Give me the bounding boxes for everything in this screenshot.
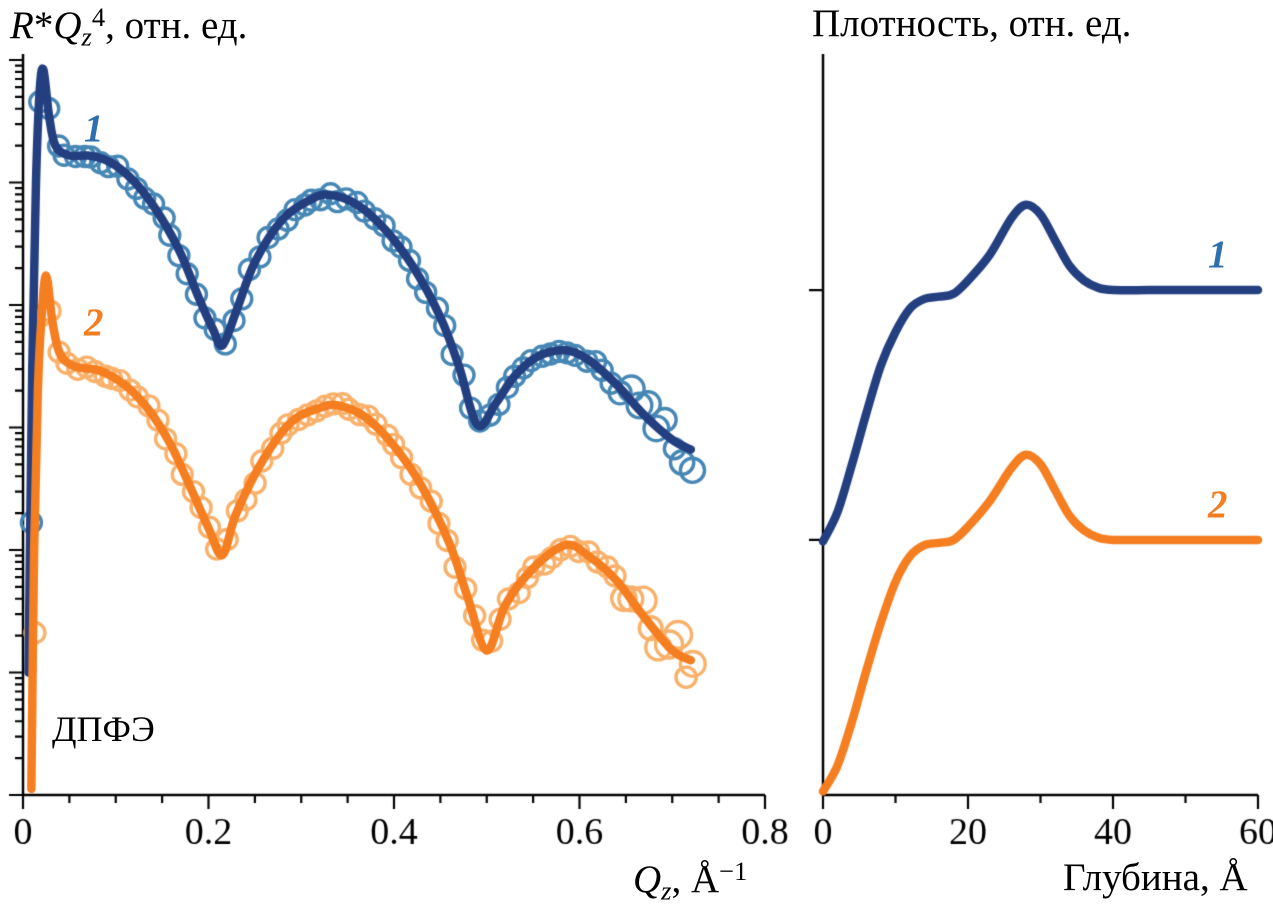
y-title-Q: Q <box>53 3 82 47</box>
y-title-sub-z: z <box>81 21 92 52</box>
x-title-sup-minus1: −1 <box>719 856 748 886</box>
x-title-units: , Å <box>671 857 720 901</box>
right-curve-1-label: 1 <box>1208 233 1228 276</box>
left-curve-2-label: 2 <box>84 301 104 344</box>
y-title-units: , отн. ед. <box>105 3 248 47</box>
left-curve-1-label: 1 <box>84 107 104 150</box>
left-panel-y-axis-title: R*Qz4, отн. ед. <box>10 2 247 52</box>
right-panel-x-axis-title: Глубина, Å <box>1063 856 1248 899</box>
y-title-sup-4: 4 <box>91 2 106 32</box>
right-curve-2-label: 2 <box>1208 483 1228 526</box>
y-title-star: * <box>33 3 54 47</box>
x-title-Q: Q <box>633 857 662 901</box>
x-title-sub-z: z <box>661 875 672 906</box>
y-title-R: R <box>10 3 34 47</box>
right-panel-y-axis-title: Плотность, отн. ед. <box>812 2 1132 45</box>
sample-name-annotation: ДПФЭ <box>52 709 155 749</box>
left-panel-x-axis-title: Qz, Å−1 <box>633 856 747 906</box>
